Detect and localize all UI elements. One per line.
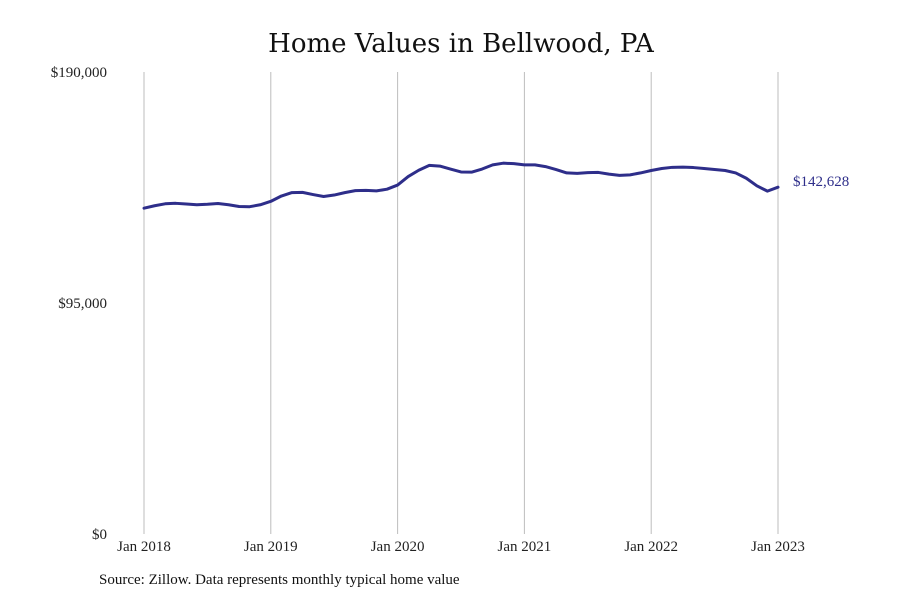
y-tick-label: $0 — [92, 527, 107, 543]
x-axis-ticks: Jan 2018 Jan 2019 Jan 2020 Jan 2021 Jan 2022… — [117, 539, 805, 555]
y-tick-label: $190,000 — [51, 65, 107, 81]
end-value-label: $142,628 — [793, 174, 849, 190]
source-note: Source: Zillow. Data represents monthly … — [99, 572, 460, 588]
x-tick-label: Jan 2019 — [244, 539, 298, 555]
y-axis-ticks: $0 $95,000 $190,000 — [51, 65, 107, 543]
vertical-gridlines — [143, 72, 779, 534]
x-tick-label: Jan 2023 — [751, 539, 805, 555]
x-tick-label: Jan 2018 — [117, 539, 171, 555]
chart-title: Home Values in Bellwood, PA — [268, 29, 655, 59]
series-line-home-value — [142, 161, 780, 210]
x-tick-label: Jan 2022 — [624, 539, 678, 555]
x-tick-label: Jan 2021 — [498, 539, 552, 555]
y-tick-label: $95,000 — [58, 296, 107, 312]
x-tick-label: Jan 2020 — [371, 539, 425, 555]
